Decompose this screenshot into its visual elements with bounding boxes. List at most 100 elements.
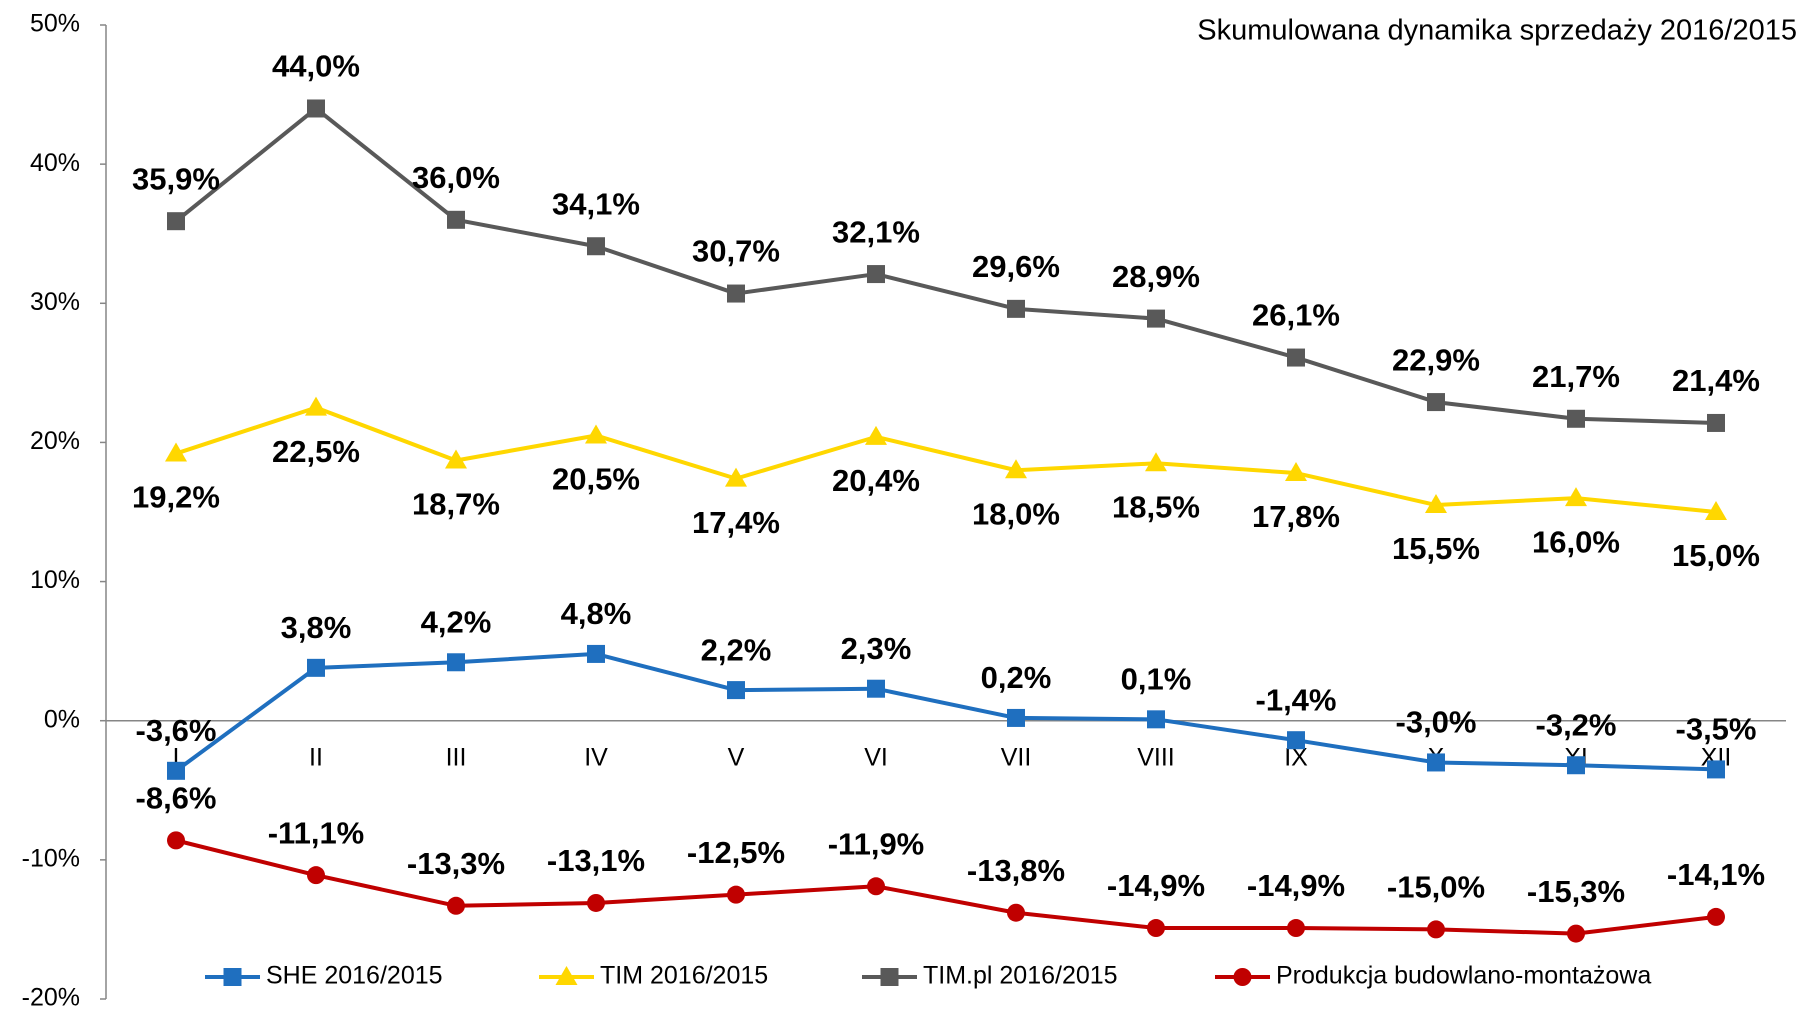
- marker: [1287, 731, 1305, 750]
- data-label: -3,6%: [136, 713, 217, 748]
- marker: [1007, 903, 1025, 922]
- y-tick-label: -10%: [22, 844, 80, 872]
- data-label: 22,5%: [272, 434, 360, 469]
- data-label: 29,6%: [972, 249, 1060, 284]
- data-label: 3,8%: [281, 610, 352, 645]
- marker: [167, 761, 185, 780]
- x-tick-label: IX: [1284, 743, 1308, 771]
- data-label: 19,2%: [132, 480, 220, 515]
- y-tick-label: -20%: [22, 984, 80, 1012]
- marker: [727, 284, 745, 303]
- x-tick-label: VI: [864, 743, 888, 771]
- data-label: -13,8%: [967, 853, 1065, 888]
- series-line: [174, 651, 1717, 773]
- marker: [1147, 710, 1165, 729]
- data-label: 2,2%: [701, 632, 772, 667]
- marker: [1005, 459, 1027, 479]
- legend-marker: [1233, 968, 1252, 986]
- data-label: -3,0%: [1396, 705, 1477, 740]
- marker: [1565, 487, 1587, 507]
- y-tick-label: 0%: [44, 705, 80, 733]
- x-tick-label: I: [173, 743, 180, 771]
- data-label: 18,0%: [972, 496, 1060, 531]
- data-label: -15,0%: [1387, 870, 1485, 905]
- marker: [307, 658, 325, 677]
- legend-marker: [880, 968, 899, 986]
- x-tick-label: VIII: [1137, 743, 1175, 771]
- marker: [1427, 753, 1445, 772]
- data-label: -8,6%: [136, 781, 217, 816]
- marker: [587, 893, 605, 912]
- marker: [1567, 756, 1585, 775]
- marker: [1425, 494, 1447, 514]
- x-tick-label: VII: [1001, 743, 1032, 771]
- data-label: 22,9%: [1392, 342, 1480, 377]
- data-label: 15,0%: [1672, 538, 1760, 573]
- data-label: 21,4%: [1672, 363, 1760, 398]
- marker: [867, 877, 885, 896]
- marker: [1707, 413, 1725, 432]
- series-line: [175, 838, 1717, 936]
- marker: [305, 396, 327, 416]
- data-label: 44,0%: [272, 49, 360, 84]
- marker: [867, 679, 885, 698]
- data-label: -3,2%: [1536, 707, 1617, 742]
- data-label: -13,1%: [547, 843, 645, 878]
- data-label: 34,1%: [552, 186, 640, 221]
- marker: [167, 212, 185, 231]
- legend-label: TIM.pl 2016/2015: [923, 962, 1118, 990]
- legend-label: Produkcja budowlano-montażowa: [1276, 962, 1651, 990]
- legend-label: SHE 2016/2015: [266, 962, 443, 990]
- data-label: 17,4%: [692, 505, 780, 540]
- x-tick-label: IV: [584, 743, 608, 771]
- data-label: 32,1%: [832, 214, 920, 249]
- data-label: -14,1%: [1667, 857, 1765, 892]
- data-label: 18,7%: [412, 487, 500, 522]
- marker: [1567, 924, 1585, 943]
- y-tick-label: 40%: [30, 149, 80, 177]
- x-tick-label: III: [446, 743, 467, 771]
- marker: [1427, 393, 1445, 412]
- data-label: 30,7%: [692, 234, 780, 269]
- data-label: 36,0%: [412, 160, 500, 195]
- marker: [165, 442, 187, 462]
- chart-title: Skumulowana dynamika sprzedaży 2016/2015: [1197, 15, 1797, 47]
- y-tick-label: 10%: [30, 566, 80, 594]
- marker: [447, 210, 465, 229]
- data-label: -3,5%: [1676, 712, 1757, 747]
- series-line: [175, 405, 1717, 514]
- marker: [727, 681, 745, 700]
- marker: [1707, 760, 1725, 779]
- marker: [725, 467, 747, 487]
- data-label: 0,2%: [981, 660, 1052, 695]
- data-label: 35,9%: [132, 161, 220, 196]
- data-label: 26,1%: [1252, 298, 1340, 333]
- marker: [1147, 309, 1165, 328]
- marker: [865, 425, 887, 445]
- marker: [1145, 452, 1167, 472]
- marker: [447, 896, 465, 915]
- data-label: -14,9%: [1247, 868, 1345, 903]
- data-label: 15,5%: [1392, 531, 1480, 566]
- marker: [447, 653, 465, 672]
- data-label: -1,4%: [1256, 682, 1337, 717]
- legend-label: TIM 2016/2015: [600, 962, 768, 990]
- data-label: 0,1%: [1121, 662, 1192, 697]
- marker: [445, 449, 467, 469]
- data-label: 16,0%: [1532, 524, 1620, 559]
- marker: [167, 831, 185, 850]
- x-tick-label: II: [309, 743, 323, 771]
- marker: [1705, 501, 1727, 520]
- marker: [307, 866, 325, 885]
- marker: [1007, 708, 1025, 727]
- data-label: 20,4%: [832, 463, 920, 498]
- data-label: -14,9%: [1107, 868, 1205, 903]
- marker: [307, 99, 325, 118]
- data-label: -13,3%: [407, 846, 505, 881]
- data-label: -11,9%: [828, 826, 925, 861]
- marker: [1707, 907, 1725, 926]
- data-label: 20,5%: [552, 462, 640, 497]
- data-label: 21,7%: [1532, 359, 1620, 394]
- marker: [867, 265, 885, 284]
